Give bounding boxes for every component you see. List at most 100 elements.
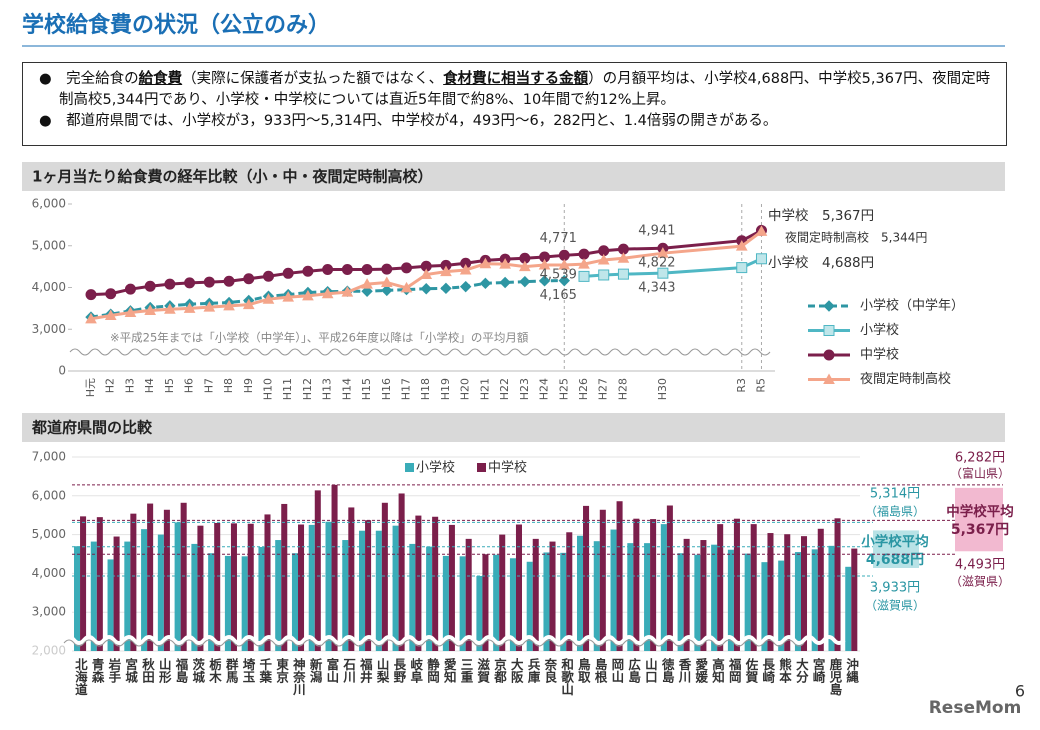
bar xyxy=(666,505,673,651)
x-tick-label: 和歌山 xyxy=(559,657,574,696)
reference-note: （滋賀県） xyxy=(865,599,925,613)
bar xyxy=(499,534,506,651)
data-point xyxy=(223,275,235,287)
bar xyxy=(711,544,718,651)
data-point xyxy=(617,252,630,263)
bullet-text: 食材費に相当する金額 xyxy=(443,71,589,87)
bar xyxy=(811,549,818,651)
bar xyxy=(90,541,97,651)
bar xyxy=(532,538,539,651)
x-tick-label: 長崎 xyxy=(760,657,775,684)
bar xyxy=(733,518,740,651)
legend-marker xyxy=(823,300,835,312)
y-tick-label: 3,000 xyxy=(32,605,66,619)
x-tick-label: 滋賀 xyxy=(475,657,490,684)
x-tick-label: 静岡 xyxy=(425,657,440,684)
reference-label: 6,282円 xyxy=(955,451,1005,466)
x-tick-label: 香川 xyxy=(676,657,691,684)
reference-name: 小学校平均 xyxy=(861,533,929,550)
section-header xyxy=(22,162,1005,191)
legend-marker xyxy=(823,349,835,361)
legend-label: 小学校 xyxy=(416,460,455,476)
bar xyxy=(398,493,405,651)
bar xyxy=(543,552,550,651)
x-tick-label: H15 xyxy=(360,378,373,400)
x-tick-label: H4 xyxy=(143,378,156,393)
x-tick-label: H13 xyxy=(321,378,334,400)
bar xyxy=(264,514,271,651)
bar xyxy=(392,525,399,651)
legend-label: 小学校（中学年） xyxy=(860,298,964,314)
data-point xyxy=(755,253,767,265)
data-point xyxy=(736,262,748,274)
bar xyxy=(566,532,573,651)
bar xyxy=(744,553,751,651)
data-point xyxy=(538,258,551,270)
x-tick-label: 宮城 xyxy=(123,657,138,684)
reference-label: 4,688円 xyxy=(866,552,924,568)
x-tick-label: H6 xyxy=(183,378,196,393)
x-tick-label: H8 xyxy=(222,378,235,393)
x-tick-label: 北海道 xyxy=(73,657,88,696)
data-point xyxy=(223,299,235,311)
bar xyxy=(348,507,355,651)
data-point xyxy=(184,277,196,289)
bar xyxy=(74,546,81,651)
bar xyxy=(342,540,349,651)
axis-break xyxy=(69,348,771,356)
page-number: 6 xyxy=(1015,682,1025,701)
section-header xyxy=(22,413,1005,442)
bar xyxy=(583,505,590,651)
y-tick-label: 2,000 xyxy=(32,644,66,658)
x-tick-label: 岐阜 xyxy=(408,657,423,684)
data-label: 4,822 xyxy=(638,256,675,271)
bar xyxy=(750,524,757,651)
bar xyxy=(851,548,858,651)
bar xyxy=(817,528,824,651)
data-label: 4,941 xyxy=(638,224,675,239)
bullet-box: ● 完全給食の給食費（実際に保護者が支払った額ではなく、食材費に相当する金額）の… xyxy=(22,62,1007,146)
bar xyxy=(247,523,254,651)
reference-note: （福島県） xyxy=(865,504,925,519)
data-label: 4,165 xyxy=(540,288,577,303)
bar xyxy=(180,502,187,651)
data-point xyxy=(262,270,274,282)
bar xyxy=(526,561,533,651)
x-tick-label: H16 xyxy=(380,378,393,400)
data-point xyxy=(361,278,373,289)
bar xyxy=(834,518,841,651)
bar xyxy=(778,560,785,651)
bar xyxy=(717,524,724,651)
bar xyxy=(549,541,556,651)
data-point xyxy=(381,284,393,297)
x-tick-label: 鳥取 xyxy=(576,657,591,684)
x-tick-label: H22 xyxy=(498,378,511,400)
x-tick-label: H11 xyxy=(281,378,294,400)
bar xyxy=(767,533,774,651)
axis-break xyxy=(62,635,846,645)
bullet: ● 都道府県間では、小学校が3，933円～5,314円、中学校が4，493円～6… xyxy=(39,113,778,129)
data-point xyxy=(558,258,571,270)
bar xyxy=(375,530,382,651)
bar xyxy=(365,520,372,651)
x-tick-label: R3 xyxy=(735,378,748,393)
section-title: 都道府県間の比較 xyxy=(31,419,153,437)
data-point xyxy=(380,276,393,287)
bar xyxy=(593,541,600,651)
bar xyxy=(448,524,455,651)
x-tick-label: H23 xyxy=(518,378,531,400)
data-point xyxy=(420,283,432,295)
bar xyxy=(214,522,221,651)
data-point xyxy=(105,288,117,300)
x-tick-label: 三重 xyxy=(459,658,474,684)
x-tick-label: 奈良 xyxy=(542,657,557,684)
bar xyxy=(627,543,634,651)
bar xyxy=(426,546,433,651)
bar xyxy=(208,553,215,651)
data-point xyxy=(617,268,629,280)
x-tick-label: 福岡 xyxy=(727,657,742,684)
reference-label: 3,933円 xyxy=(870,581,920,596)
bar xyxy=(258,547,265,651)
x-tick-label: H3 xyxy=(123,378,136,393)
